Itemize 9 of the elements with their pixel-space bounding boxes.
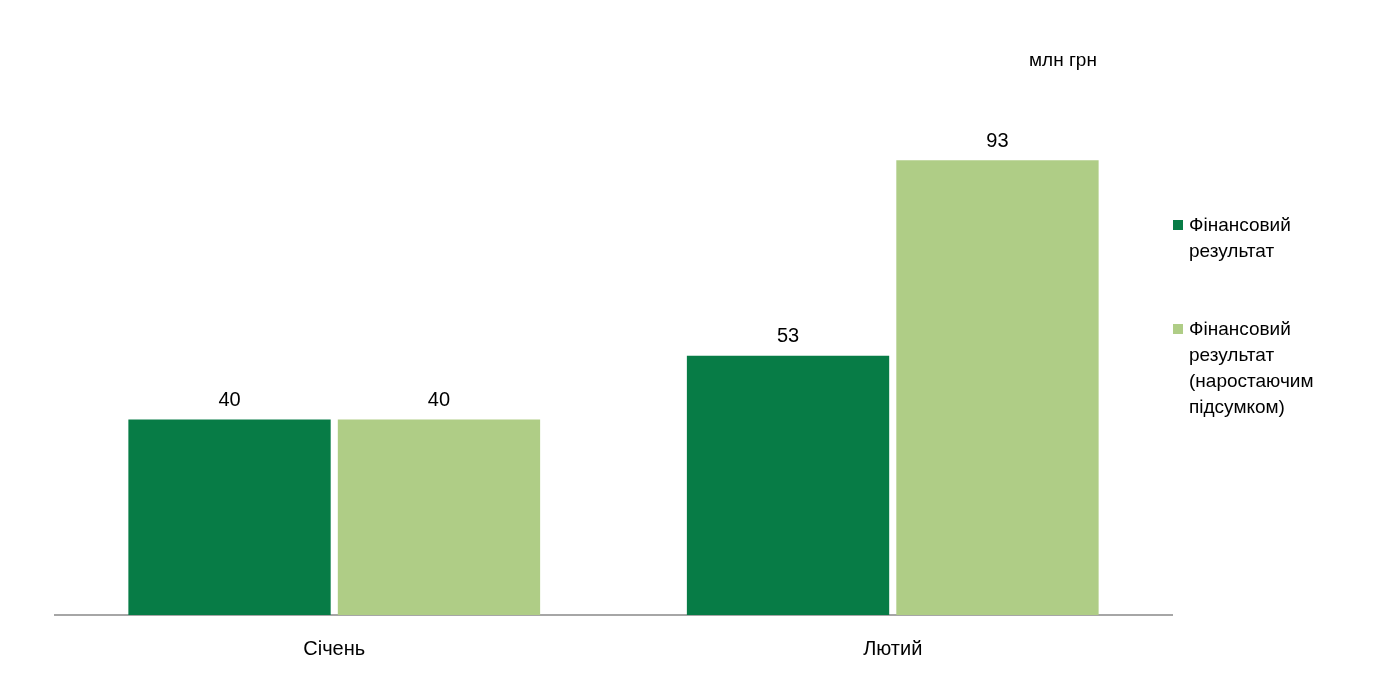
x-tick-label: Січень (303, 636, 366, 659)
data-label: 93 (986, 128, 1009, 151)
legend-label: Фінансовий результат (наростаючим підсумком) (1189, 317, 1315, 419)
data-label: 40 (218, 387, 241, 410)
x-tick-label: Лютий (863, 636, 923, 659)
legend-label: Фінансовий результат (1189, 213, 1292, 263)
text: млн грн (1029, 48, 1097, 72)
data-label: 40 (427, 387, 451, 410)
data-label: 53 (776, 324, 800, 347)
